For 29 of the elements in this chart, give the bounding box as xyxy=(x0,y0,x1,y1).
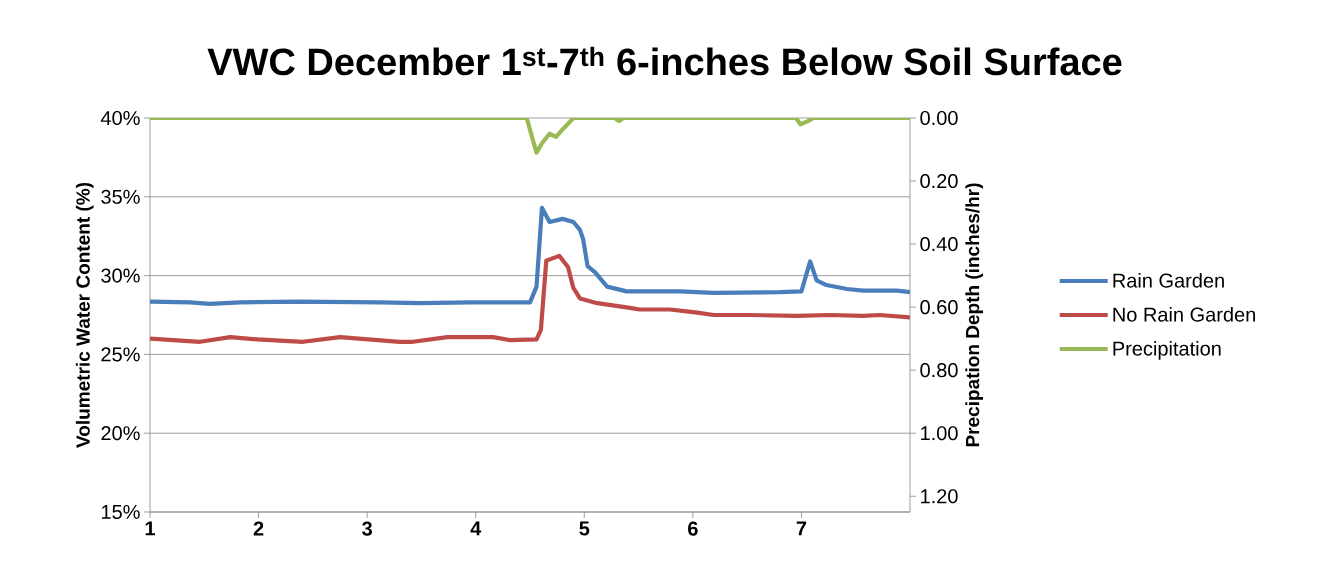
y2-tick-label: 0.00 xyxy=(920,110,958,126)
y2-tick-label: 0.20 xyxy=(920,173,958,189)
y-tick-label: 20% xyxy=(101,426,140,441)
y-tick-label: 15% xyxy=(101,504,140,520)
line-series xyxy=(150,205,911,307)
legend-label: No Rain Garden xyxy=(1113,307,1255,322)
x-tick-label: 1 xyxy=(145,521,156,536)
x-tick-label: 2 xyxy=(253,521,264,536)
x-tick-label: 3 xyxy=(362,521,372,536)
legend-label: Rain Garden xyxy=(1113,273,1224,288)
y2-tick-label: 0.80 xyxy=(920,363,958,378)
chart-title: VWC December 1$^{st}$-7$^{th}$ 6-inches Below Soil Surface xyxy=(207,46,1122,76)
y2-tick-label: 1.20 xyxy=(921,489,958,504)
y-tick-label: 30% xyxy=(101,268,140,283)
line-series xyxy=(150,253,911,344)
y2-tick-label: 0.60 xyxy=(920,300,958,315)
y2-tick-label: 1.00 xyxy=(921,426,958,441)
x-tick-label: 7 xyxy=(796,521,807,536)
y-tick-label: 25% xyxy=(101,347,140,362)
line-series xyxy=(150,118,911,155)
x-tick-label: 6 xyxy=(688,521,698,536)
y-axis-title: Volumetric Water Content (%) xyxy=(75,182,94,448)
x-tick-label: 5 xyxy=(579,521,590,536)
x-tick-label: 4 xyxy=(470,521,482,536)
y-tick-label: 35% xyxy=(101,189,140,204)
y2-tick-label: 0.40 xyxy=(920,237,958,252)
legend-label: Precipitation xyxy=(1113,341,1221,360)
y2-axis-title: Precipation Depth (inches/hr) xyxy=(965,183,984,447)
y-tick-label: 40% xyxy=(100,110,140,126)
